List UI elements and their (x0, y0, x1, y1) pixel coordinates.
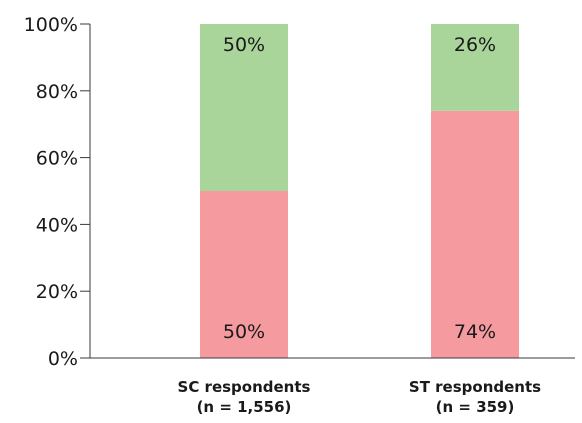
y-tick-label: 60% (36, 148, 78, 170)
data-label: 50% (223, 34, 265, 56)
data-label: 26% (454, 34, 496, 56)
x-axis: SC respondents (n = 1,556) ST respondents (… (90, 357, 575, 416)
x-category-label-line: ST respondents (409, 378, 541, 396)
y-tick-label: 100% (24, 14, 78, 36)
y-tick-label: 0% (48, 348, 78, 370)
y-axis: 0% 20% 40% 60% 80% 100% (24, 14, 91, 370)
data-label: 50% (223, 321, 265, 343)
y-tick-label: 20% (36, 281, 78, 303)
data-label: 74% (454, 321, 496, 343)
bar-segment (431, 110, 519, 358)
x-category-label-line: SC respondents (178, 378, 311, 396)
bar-segment (200, 191, 288, 358)
bar-segment (431, 24, 519, 111)
data-label-group: 50% 50% 74% 26% (223, 34, 496, 343)
x-category-label: ST respondents (n = 359) (409, 378, 541, 416)
x-category-label-line: (n = 1,556) (197, 398, 292, 416)
x-category-label-line: (n = 359) (436, 398, 515, 416)
y-tick-label: 40% (36, 214, 78, 236)
bar-stack-group (200, 24, 519, 358)
y-tick-label: 80% (36, 81, 78, 103)
x-category-label: SC respondents (n = 1,556) (178, 378, 311, 416)
bar-segment (200, 24, 288, 191)
